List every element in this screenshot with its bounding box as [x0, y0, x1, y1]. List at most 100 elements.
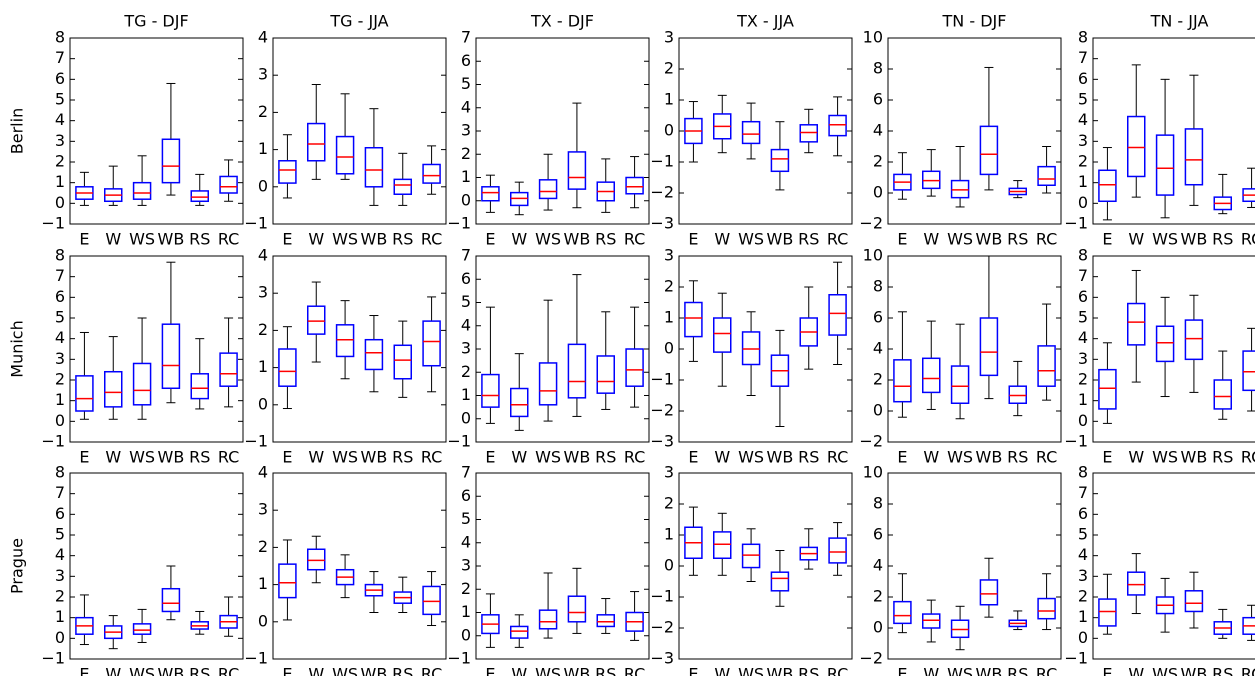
y-tick-label: 6 — [1078, 69, 1088, 88]
y-tick-label: 6 — [55, 504, 65, 523]
x-tick-label: RC — [827, 448, 849, 467]
y-tick-label: 3 — [461, 339, 471, 358]
box — [1155, 134, 1175, 196]
y-tick-label: 3 — [55, 566, 65, 585]
y-tick-label: 5 — [55, 308, 65, 327]
x-tick-label: RS — [798, 665, 819, 676]
box — [278, 563, 297, 599]
box — [922, 357, 941, 394]
box — [596, 614, 615, 628]
x-tick-label: RC — [1241, 665, 1255, 676]
x-tick-label: WB — [158, 448, 185, 467]
x-tick-label: RC — [1241, 230, 1255, 249]
x-tick-label: W — [923, 665, 939, 676]
y-tick-label: −1 — [650, 587, 674, 606]
x-tick-label: E — [688, 665, 698, 676]
box — [307, 305, 326, 335]
y-tick-label: −2 — [650, 618, 674, 637]
y-tick-label: 1 — [55, 607, 65, 626]
y-tick-label: 4 — [258, 246, 268, 265]
x-tick-label: WB — [361, 448, 388, 467]
y-tick-label: −3 — [650, 214, 674, 233]
x-tick-label: RC — [421, 448, 443, 467]
y-tick-label: 4 — [55, 110, 65, 129]
box — [1008, 385, 1027, 405]
plot-frame — [475, 255, 650, 443]
y-tick-label: 5 — [1078, 525, 1088, 544]
box — [893, 600, 912, 625]
x-tick-label: WB — [564, 230, 591, 249]
y-tick-label: 0 — [873, 183, 883, 202]
box — [950, 619, 970, 639]
x-tick-label: WB — [976, 665, 1003, 676]
y-tick-label: 1 — [664, 308, 674, 327]
box — [75, 375, 94, 412]
box — [1155, 325, 1175, 363]
y-tick-label: 2 — [664, 277, 674, 296]
y-tick-label: 1 — [258, 357, 268, 376]
x-tick-label: E — [282, 448, 292, 467]
x-tick-label: RC — [827, 665, 849, 676]
y-tick-label: 4 — [461, 315, 471, 334]
box — [770, 148, 790, 173]
box — [307, 548, 326, 571]
box — [625, 348, 644, 387]
box — [364, 146, 384, 188]
box — [161, 587, 181, 613]
x-tick-label: RS — [189, 230, 210, 249]
y-tick-label: 4 — [1078, 545, 1088, 564]
plot-frame — [69, 472, 244, 660]
box — [922, 613, 941, 629]
y-tick-label: 0 — [1078, 193, 1088, 212]
y-tick-label: 6 — [55, 287, 65, 306]
box — [1127, 115, 1146, 178]
x-tick-label: WS — [535, 448, 561, 467]
y-tick-label: 2 — [664, 494, 674, 513]
box — [828, 537, 847, 564]
x-tick-label: E — [79, 448, 89, 467]
x-tick-label: RC — [1036, 230, 1058, 249]
box — [741, 120, 761, 145]
x-tick-label: WS — [129, 230, 155, 249]
x-tick-label: W — [308, 448, 324, 467]
box — [828, 114, 847, 137]
y-tick-label: 2 — [1078, 370, 1088, 389]
plot-frame — [69, 37, 244, 225]
x-tick-label: RS — [595, 230, 616, 249]
plot-frame — [272, 255, 447, 443]
x-tick-label: RS — [392, 230, 413, 249]
plot-frame — [1092, 255, 1255, 443]
x-tick-label: RS — [798, 448, 819, 467]
x-tick-label: RS — [1007, 230, 1028, 249]
y-tick-label: −1 — [1064, 649, 1088, 668]
box — [1098, 169, 1117, 203]
y-tick-label: 4 — [1078, 110, 1088, 129]
y-tick-label: −1 — [244, 649, 268, 668]
y-tick-label: −1 — [1064, 214, 1088, 233]
x-tick-label: RC — [421, 230, 443, 249]
x-tick-label: W — [923, 448, 939, 467]
y-tick-label: 7 — [55, 266, 65, 285]
plot-frame — [272, 37, 447, 225]
x-tick-label: WS — [535, 230, 561, 249]
box — [422, 163, 441, 184]
box — [828, 294, 847, 336]
x-tick-label: RS — [1212, 448, 1233, 467]
chart-title: TX - JJA — [736, 12, 794, 31]
plot-frame — [1092, 472, 1255, 660]
y-tick-label: −1 — [244, 432, 268, 451]
x-tick-label: RC — [624, 230, 646, 249]
y-tick-label: 2 — [55, 152, 65, 171]
y-tick-label: 3 — [258, 500, 268, 519]
y-tick-label: 6 — [873, 525, 883, 544]
y-axis-label: Prague — [8, 538, 27, 594]
x-tick-label: WS — [535, 665, 561, 676]
y-tick-label: 4 — [873, 121, 883, 140]
y-tick-label: 10 — [863, 463, 883, 482]
y-tick-label: −1 — [447, 214, 471, 233]
box — [567, 151, 587, 190]
box — [393, 344, 412, 380]
y-tick-label: 1 — [1078, 390, 1088, 409]
y-tick-label: 7 — [461, 463, 471, 482]
x-tick-label: WS — [332, 448, 358, 467]
